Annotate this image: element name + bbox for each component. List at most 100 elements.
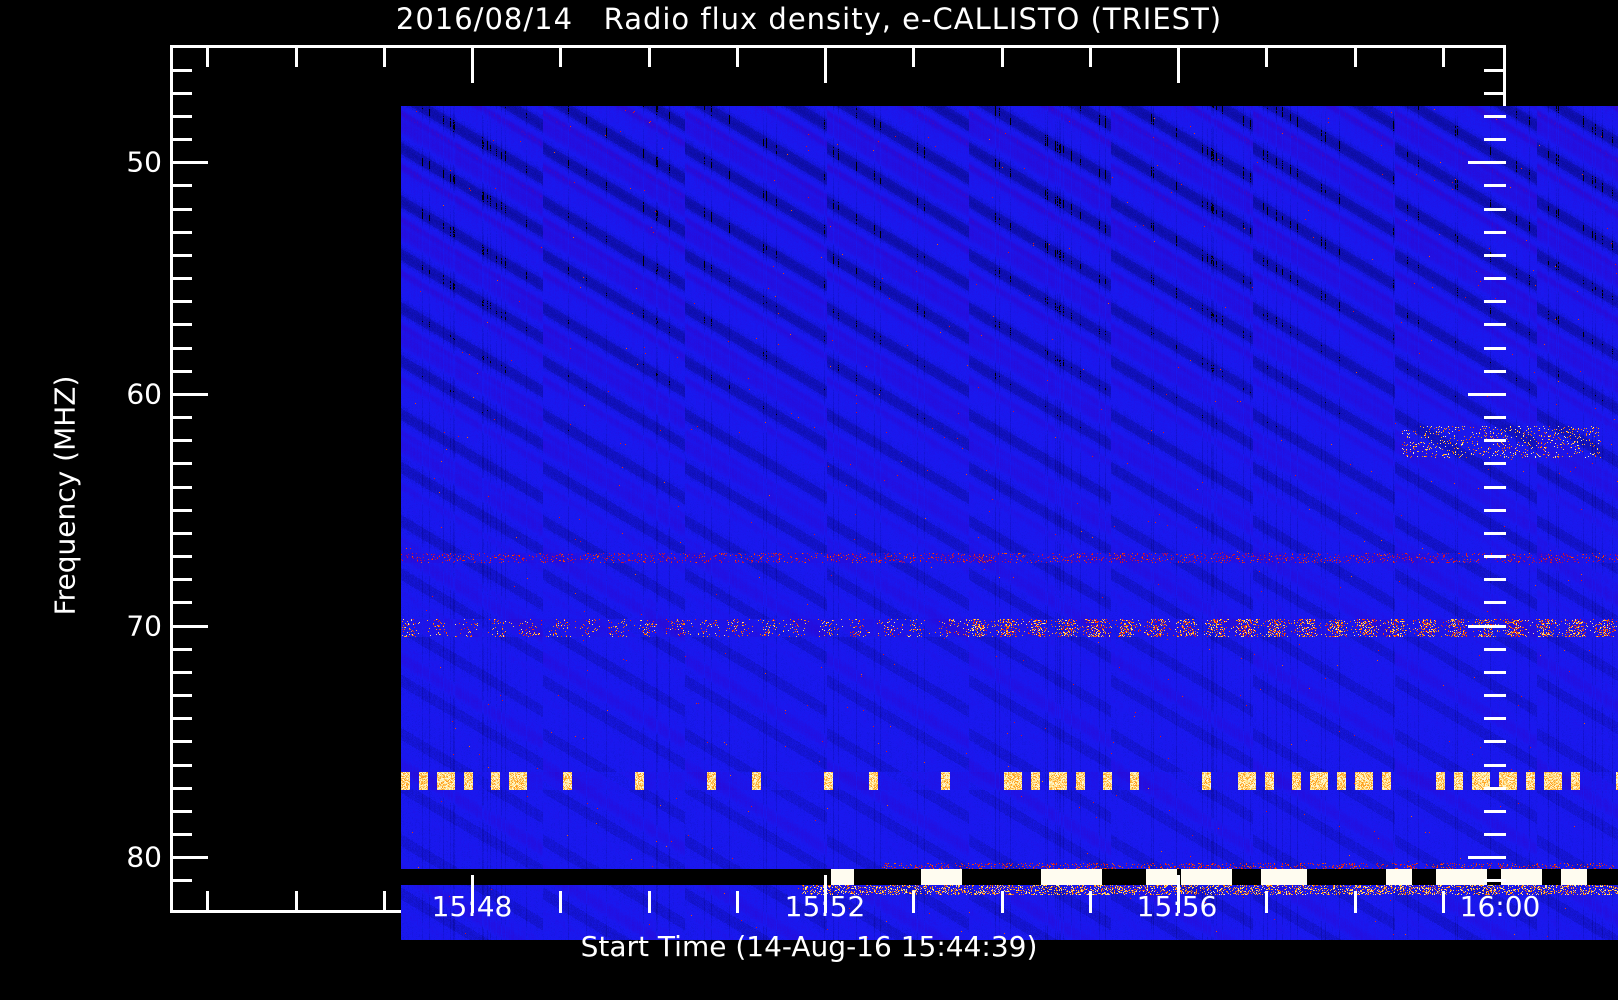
x-tick-minor [735, 891, 739, 913]
y-tick-minor [170, 740, 192, 744]
y-tick-minor-right [1484, 369, 1506, 373]
y-tick-label: 50 [126, 145, 162, 179]
y-tick-minor [170, 786, 192, 790]
y-tick-major [170, 856, 208, 860]
y-tick-minor-right [1484, 578, 1506, 582]
y-tick-minor-right [1484, 184, 1506, 188]
y-tick-minor [170, 416, 192, 420]
y-tick-minor-right [1484, 300, 1506, 304]
x-tick-minor-top [912, 45, 916, 67]
x-tick-minor-top [1088, 45, 1092, 67]
y-tick-minor-right [1484, 833, 1506, 837]
y-tick-minor-right [1484, 207, 1506, 211]
x-axis-title: Start Time (14-Aug-16 15:44:39) [580, 930, 1038, 963]
x-tick-label: 15:48 [431, 890, 513, 923]
y-tick-minor-right [1484, 416, 1506, 420]
x-tick-minor [559, 891, 563, 913]
x-tick-minor-top [559, 45, 563, 67]
x-tick-major-top [824, 45, 827, 83]
y-tick-minor [170, 300, 192, 304]
y-tick-minor-right [1484, 555, 1506, 559]
x-tick-minor [294, 891, 298, 913]
x-tick-minor [382, 891, 386, 913]
y-tick-minor [170, 485, 192, 489]
y-tick-minor-right [1484, 717, 1506, 721]
y-tick-minor-right [1484, 253, 1506, 257]
y-tick-minor-right [1484, 531, 1506, 535]
y-tick-label: 70 [126, 609, 162, 643]
y-tick-minor [170, 68, 192, 72]
y-tick-minor-right [1484, 508, 1506, 512]
y-tick-minor-right [1484, 138, 1506, 142]
x-tick-minor [647, 891, 651, 913]
y-tick-minor [170, 323, 192, 327]
x-tick-minor [206, 891, 210, 913]
x-tick-minor [1000, 891, 1004, 913]
y-tick-minor-right [1484, 647, 1506, 651]
x-tick-minor-top [294, 45, 298, 67]
y-tick-minor [170, 230, 192, 234]
y-tick-major-right [1468, 856, 1506, 860]
x-tick-label: 16:00 [1459, 890, 1541, 923]
y-tick-minor [170, 184, 192, 188]
y-tick-minor [170, 138, 192, 142]
y-tick-label: 80 [126, 840, 162, 874]
x-tick-minor-top [647, 45, 651, 67]
y-tick-minor-right [1484, 694, 1506, 698]
x-tick-minor-top [1441, 45, 1445, 67]
y-tick-minor [170, 647, 192, 651]
x-tick-major-top [471, 45, 474, 83]
y-tick-minor [170, 439, 192, 443]
y-tick-label: 60 [126, 377, 162, 411]
y-tick-minor-right [1484, 601, 1506, 605]
y-tick-minor-right [1484, 462, 1506, 466]
y-tick-minor-right [1484, 346, 1506, 350]
y-tick-minor-right [1484, 763, 1506, 767]
x-tick-minor [1441, 891, 1445, 913]
y-tick-minor [170, 879, 192, 883]
x-tick-major-top [1177, 45, 1180, 83]
x-tick-minor-top [1000, 45, 1004, 67]
y-tick-minor [170, 531, 192, 535]
x-tick-label: 15:56 [1136, 890, 1218, 923]
y-tick-major-right [1468, 161, 1506, 165]
y-axis-title: Frequency (MHZ) [48, 375, 82, 616]
y-tick-minor [170, 91, 192, 95]
x-tick-minor [912, 891, 916, 913]
x-tick-major [824, 875, 827, 913]
page-title: 2016/08/14 Radio flux density, e-CALLIST… [395, 2, 1223, 36]
y-tick-minor-right [1484, 809, 1506, 813]
plot-axis-frame [170, 45, 1618, 940]
y-tick-major-right [1468, 624, 1506, 628]
y-tick-minor-right [1484, 670, 1506, 674]
y-tick-minor-right [1484, 740, 1506, 744]
y-tick-minor-right [1484, 879, 1506, 883]
y-tick-minor [170, 833, 192, 837]
y-tick-minor [170, 555, 192, 559]
y-tick-minor [170, 601, 192, 605]
y-tick-major [170, 392, 208, 396]
y-tick-minor-right [1484, 91, 1506, 95]
y-tick-minor [170, 578, 192, 582]
y-tick-minor-right [1484, 68, 1506, 72]
y-tick-minor-right [1484, 439, 1506, 443]
y-tick-minor [170, 253, 192, 257]
y-tick-major-right [1468, 392, 1506, 396]
y-tick-minor [170, 462, 192, 466]
y-tick-minor-right [1484, 786, 1506, 790]
x-tick-minor-top [206, 45, 210, 67]
x-tick-minor-top [382, 45, 386, 67]
y-tick-minor [170, 508, 192, 512]
x-tick-minor-top [1353, 45, 1357, 67]
x-tick-minor [1088, 891, 1092, 913]
y-tick-minor-right [1484, 485, 1506, 489]
y-tick-minor [170, 207, 192, 211]
y-tick-minor [170, 670, 192, 674]
x-tick-minor [1353, 891, 1357, 913]
y-tick-minor-right [1484, 277, 1506, 281]
y-tick-minor [170, 346, 192, 350]
y-tick-minor [170, 809, 192, 813]
y-tick-minor [170, 114, 192, 118]
x-tick-minor-top [735, 45, 739, 67]
